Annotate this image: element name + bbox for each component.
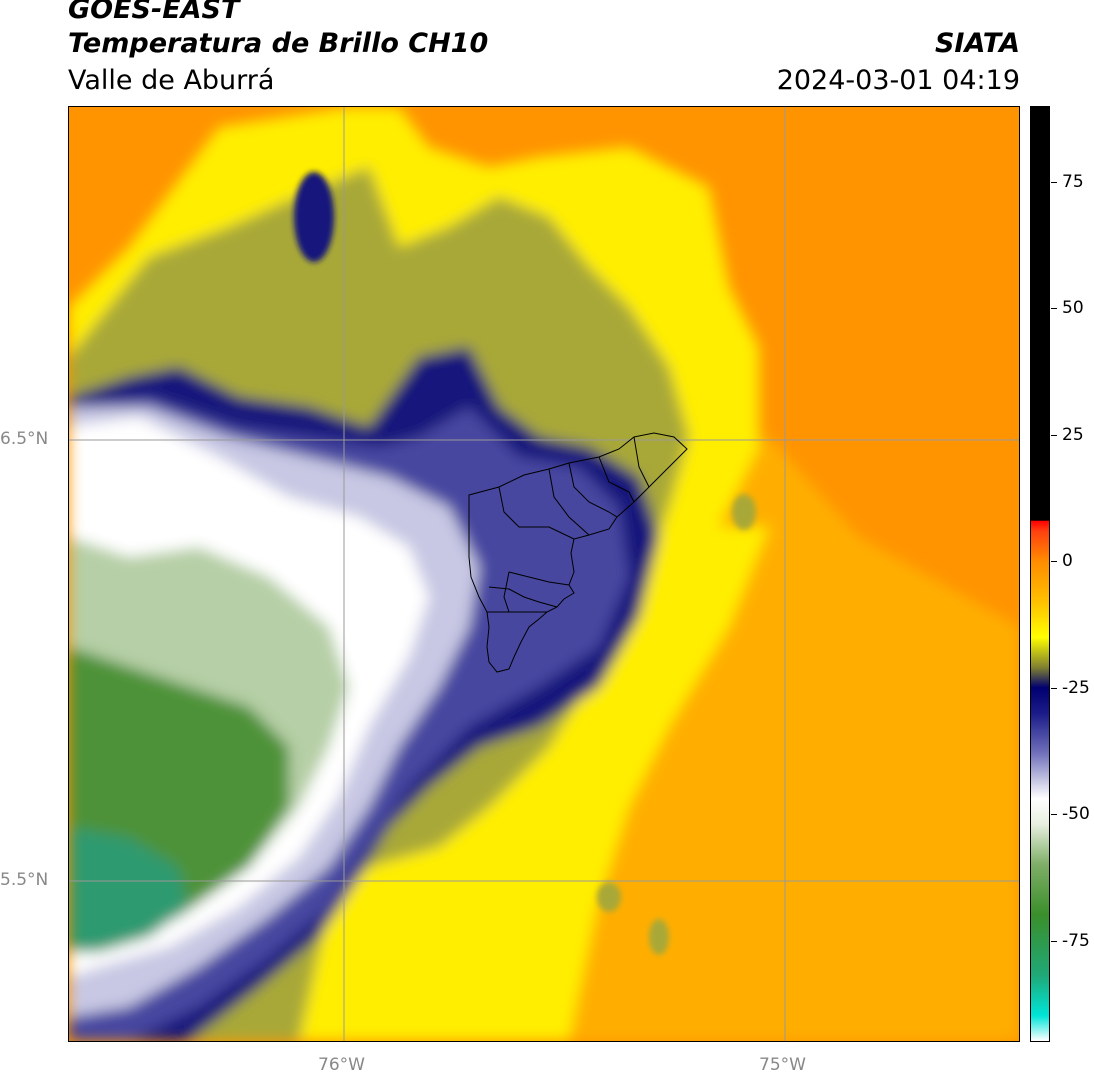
colorbar-tick: [1051, 814, 1057, 816]
lat-label-5-5n: 5.5°N: [0, 870, 49, 890]
colorbar-tick: [1051, 181, 1057, 183]
cold-cell: [294, 172, 334, 262]
colorbar-tick: [1051, 434, 1057, 436]
region-label: Valle de Aburrá: [68, 65, 275, 96]
graticule: [69, 107, 1019, 1041]
colorbar-tick-label: -75: [1062, 930, 1090, 951]
colorbar-tick-label: 50: [1062, 298, 1084, 319]
colorbar-tick-label: -50: [1062, 804, 1090, 825]
municipality-border: [548, 468, 590, 536]
colorbar-tick: [1051, 687, 1057, 689]
satellite-title: GOES-EAST: [68, 0, 240, 25]
brightness-temperature-field: [69, 107, 1019, 1041]
colorbar: [1030, 106, 1050, 1042]
colorbar-tick: [1051, 308, 1057, 310]
municipality-border: [488, 586, 558, 608]
municipality-border: [508, 571, 570, 586]
colorbar-tick-label: 75: [1062, 171, 1084, 192]
municipality-border: [503, 571, 510, 613]
colorbar-tick-label: 25: [1062, 424, 1084, 445]
cold-cell: [649, 919, 669, 955]
satellite-map[interactable]: [68, 106, 1020, 1042]
teal-core: [69, 827, 189, 952]
colorbar-tick: [1051, 561, 1057, 563]
datetime-label: 2024-03-01 04:19: [776, 65, 1020, 96]
colorbar-tick: [1051, 940, 1057, 942]
lon-label-75w: 75°W: [759, 1055, 806, 1075]
municipality-border: [598, 456, 635, 503]
municipality-border: [498, 486, 575, 540]
cold-cell: [732, 494, 756, 530]
lon-label-76w: 76°W: [318, 1055, 365, 1075]
municipal-boundaries: [468, 432, 688, 673]
product-title: Temperatura de Brillo CH10: [68, 28, 489, 59]
colorbar-tick-label: 0: [1062, 551, 1073, 572]
cold-cell: [597, 882, 621, 912]
municipality-border: [633, 436, 650, 488]
municipality-border: [568, 462, 618, 518]
source-label: SIATA: [934, 28, 1020, 59]
lat-label-6-5n: 6.5°N: [0, 429, 49, 449]
colorbar-tick-label: -25: [1062, 677, 1090, 698]
valle-aburra-outline: [468, 432, 688, 673]
